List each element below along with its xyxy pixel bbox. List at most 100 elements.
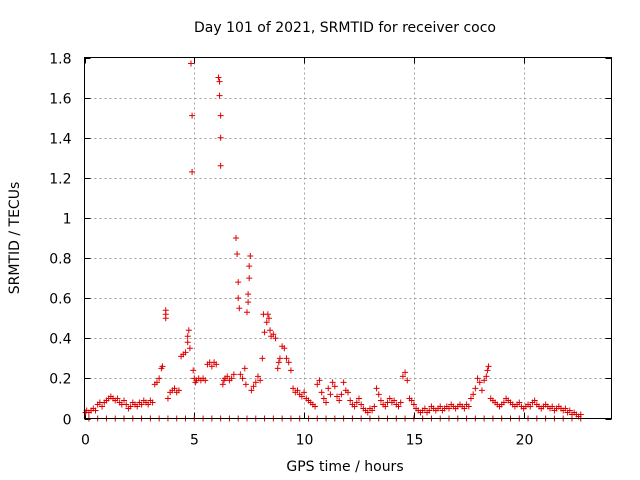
data-point	[410, 401, 417, 408]
data-point	[270, 331, 277, 338]
data-point	[213, 361, 220, 368]
data-point	[189, 112, 196, 119]
data-point	[340, 379, 347, 386]
data-point	[347, 397, 354, 404]
y-tick-label: 0.8	[49, 252, 71, 268]
x-tick-label: 10	[296, 433, 314, 449]
x-tick-label: 0	[81, 433, 90, 449]
x-tick-labels: 0 5 10 15 20	[81, 433, 533, 449]
data-point	[159, 363, 166, 370]
data-point	[375, 391, 382, 398]
data-point	[484, 367, 491, 374]
data-point	[369, 407, 376, 414]
data-point	[114, 395, 121, 402]
data-point	[171, 385, 178, 392]
y-tick-label: 1	[63, 212, 72, 228]
data-point	[156, 375, 163, 382]
data-point	[184, 333, 191, 340]
data-point	[285, 359, 292, 366]
data-point	[187, 60, 194, 67]
data-point	[334, 393, 341, 400]
data-point	[217, 134, 224, 141]
data-point	[377, 397, 384, 404]
data-point	[236, 305, 243, 312]
data-point	[421, 405, 428, 412]
data-point	[186, 345, 193, 352]
data-point	[263, 319, 270, 326]
data-point	[241, 365, 248, 372]
chart-title: Day 101 of 2021, SRMTID for receiver coc…	[194, 20, 496, 36]
data-point	[189, 168, 196, 175]
data-point	[446, 405, 453, 412]
data-point	[215, 74, 222, 81]
data-point	[320, 395, 327, 402]
data-points	[82, 60, 584, 422]
data-point	[281, 345, 288, 352]
x-tick-label: 20	[516, 433, 534, 449]
data-point	[397, 399, 404, 406]
data-point	[164, 395, 171, 402]
data-point	[353, 399, 360, 406]
y-tick-label: 1.6	[49, 92, 71, 108]
data-point	[185, 327, 192, 334]
data-point	[245, 291, 252, 298]
data-point	[261, 329, 268, 336]
data-point	[500, 399, 507, 406]
data-point	[391, 397, 398, 404]
data-point	[246, 263, 253, 270]
data-point	[219, 381, 226, 388]
data-point	[404, 377, 411, 384]
data-point	[314, 381, 321, 388]
data-point	[426, 407, 433, 414]
data-point	[162, 307, 169, 314]
data-point	[516, 399, 523, 406]
data-point	[336, 397, 343, 404]
data-point	[235, 295, 242, 302]
data-point	[327, 391, 334, 398]
data-point	[190, 367, 197, 374]
data-point	[149, 399, 156, 406]
y-tick-label: 0.6	[49, 292, 71, 308]
data-point	[481, 377, 488, 384]
data-point	[465, 403, 472, 410]
data-point	[252, 379, 259, 386]
y-axis-label: SRMTID / TECUs	[7, 182, 23, 295]
y-tick-label: 0.2	[49, 372, 71, 388]
data-point	[99, 403, 106, 410]
data-point	[312, 403, 319, 410]
data-point	[399, 373, 406, 380]
data-point	[153, 379, 160, 386]
data-point	[276, 355, 283, 362]
y-tick-labels: 0 0.2 0.4 0.6 0.8 1 1.2 1.4 1.6 1.8	[49, 52, 71, 429]
x-axis-label: GPS time / hours	[286, 459, 403, 475]
data-point	[216, 92, 223, 99]
data-point	[474, 375, 481, 382]
y-tick-label: 1.4	[49, 132, 71, 148]
data-point	[127, 403, 134, 410]
data-point	[247, 253, 254, 260]
data-point	[566, 407, 573, 414]
data-point	[472, 385, 479, 392]
data-point	[562, 405, 569, 412]
data-point	[224, 373, 231, 380]
data-point	[364, 409, 371, 416]
data-point	[331, 383, 338, 390]
data-point	[92, 407, 99, 414]
y-tick-label: 0	[63, 413, 72, 429]
data-point	[338, 391, 345, 398]
data-point	[283, 355, 290, 362]
data-point	[184, 339, 191, 346]
data-point	[216, 78, 223, 85]
data-point	[527, 403, 534, 410]
data-point	[217, 162, 224, 169]
data-point	[345, 389, 351, 396]
data-point	[182, 349, 189, 356]
data-point	[257, 377, 264, 384]
data-point	[259, 355, 266, 362]
data-point	[145, 401, 152, 408]
data-point	[202, 377, 209, 384]
data-point	[287, 367, 294, 374]
data-point	[264, 311, 271, 318]
y-tick-label: 1.2	[49, 172, 71, 188]
